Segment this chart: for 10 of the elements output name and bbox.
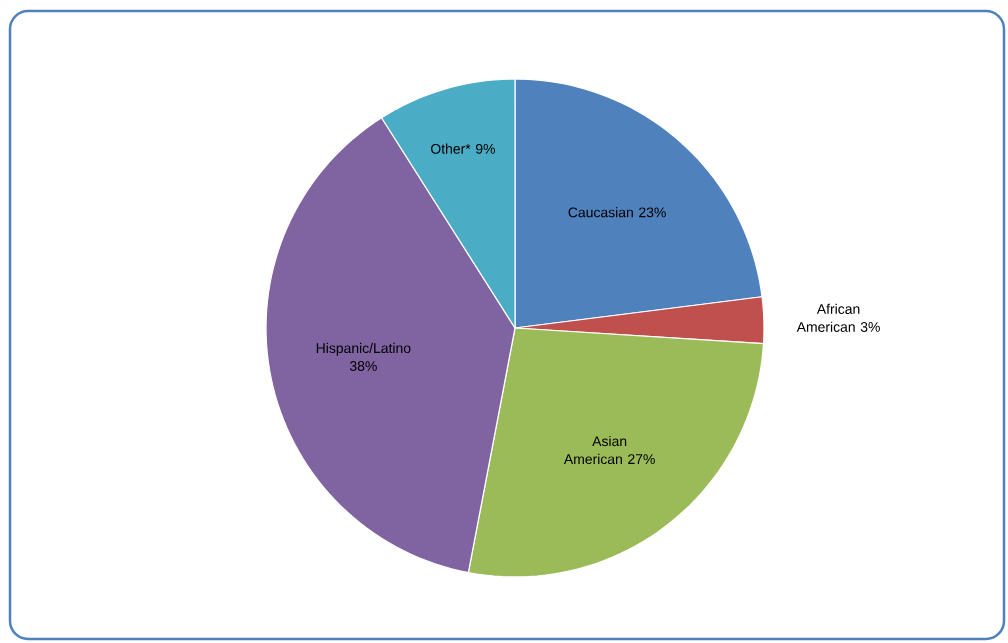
slice-label: Asian American	[563, 435, 627, 465]
slice-label: Hispanic/Latino	[316, 342, 411, 356]
slice-label: Other*	[431, 143, 471, 154]
slice-label: African American	[796, 303, 860, 332]
data-label: 23%	[639, 207, 666, 218]
slice-label: Caucasian	[568, 207, 633, 218]
data-label: 3%	[860, 322, 880, 332]
data-label: 27%	[628, 454, 655, 464]
data-label: 38%	[349, 361, 377, 372]
data-label: 9%	[475, 143, 495, 154]
